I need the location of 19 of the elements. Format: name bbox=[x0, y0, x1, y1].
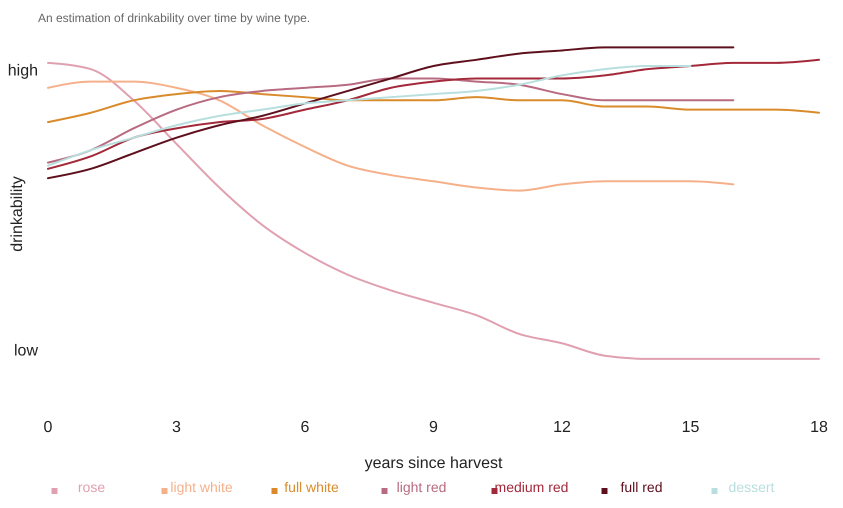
x-tick-label: 9 bbox=[429, 419, 438, 436]
x-tick-label: 15 bbox=[682, 419, 700, 436]
legend-label: light red bbox=[396, 479, 446, 495]
chart-title: An estimation of drinkability over time by wine type. bbox=[38, 11, 310, 25]
x-tick-label: 3 bbox=[172, 419, 182, 436]
x-tick-label: 0 bbox=[44, 419, 53, 436]
x-tick-label: 6 bbox=[300, 419, 310, 436]
legend-label: rose bbox=[78, 479, 106, 495]
x-tick-label: 12 bbox=[553, 419, 571, 436]
text: high bbox=[8, 62, 38, 80]
legend-label: light white bbox=[170, 479, 233, 495]
legend-label: full white bbox=[284, 479, 339, 495]
x-axis-title: years since harvest bbox=[364, 455, 503, 472]
y-axis-title: drinkability bbox=[9, 176, 26, 252]
legend-label: medium red bbox=[494, 479, 568, 495]
text: low bbox=[14, 342, 38, 360]
legend-label: full red bbox=[620, 479, 663, 495]
x-tick-label: 18 bbox=[810, 419, 828, 436]
legend-label: dessert bbox=[728, 479, 775, 495]
